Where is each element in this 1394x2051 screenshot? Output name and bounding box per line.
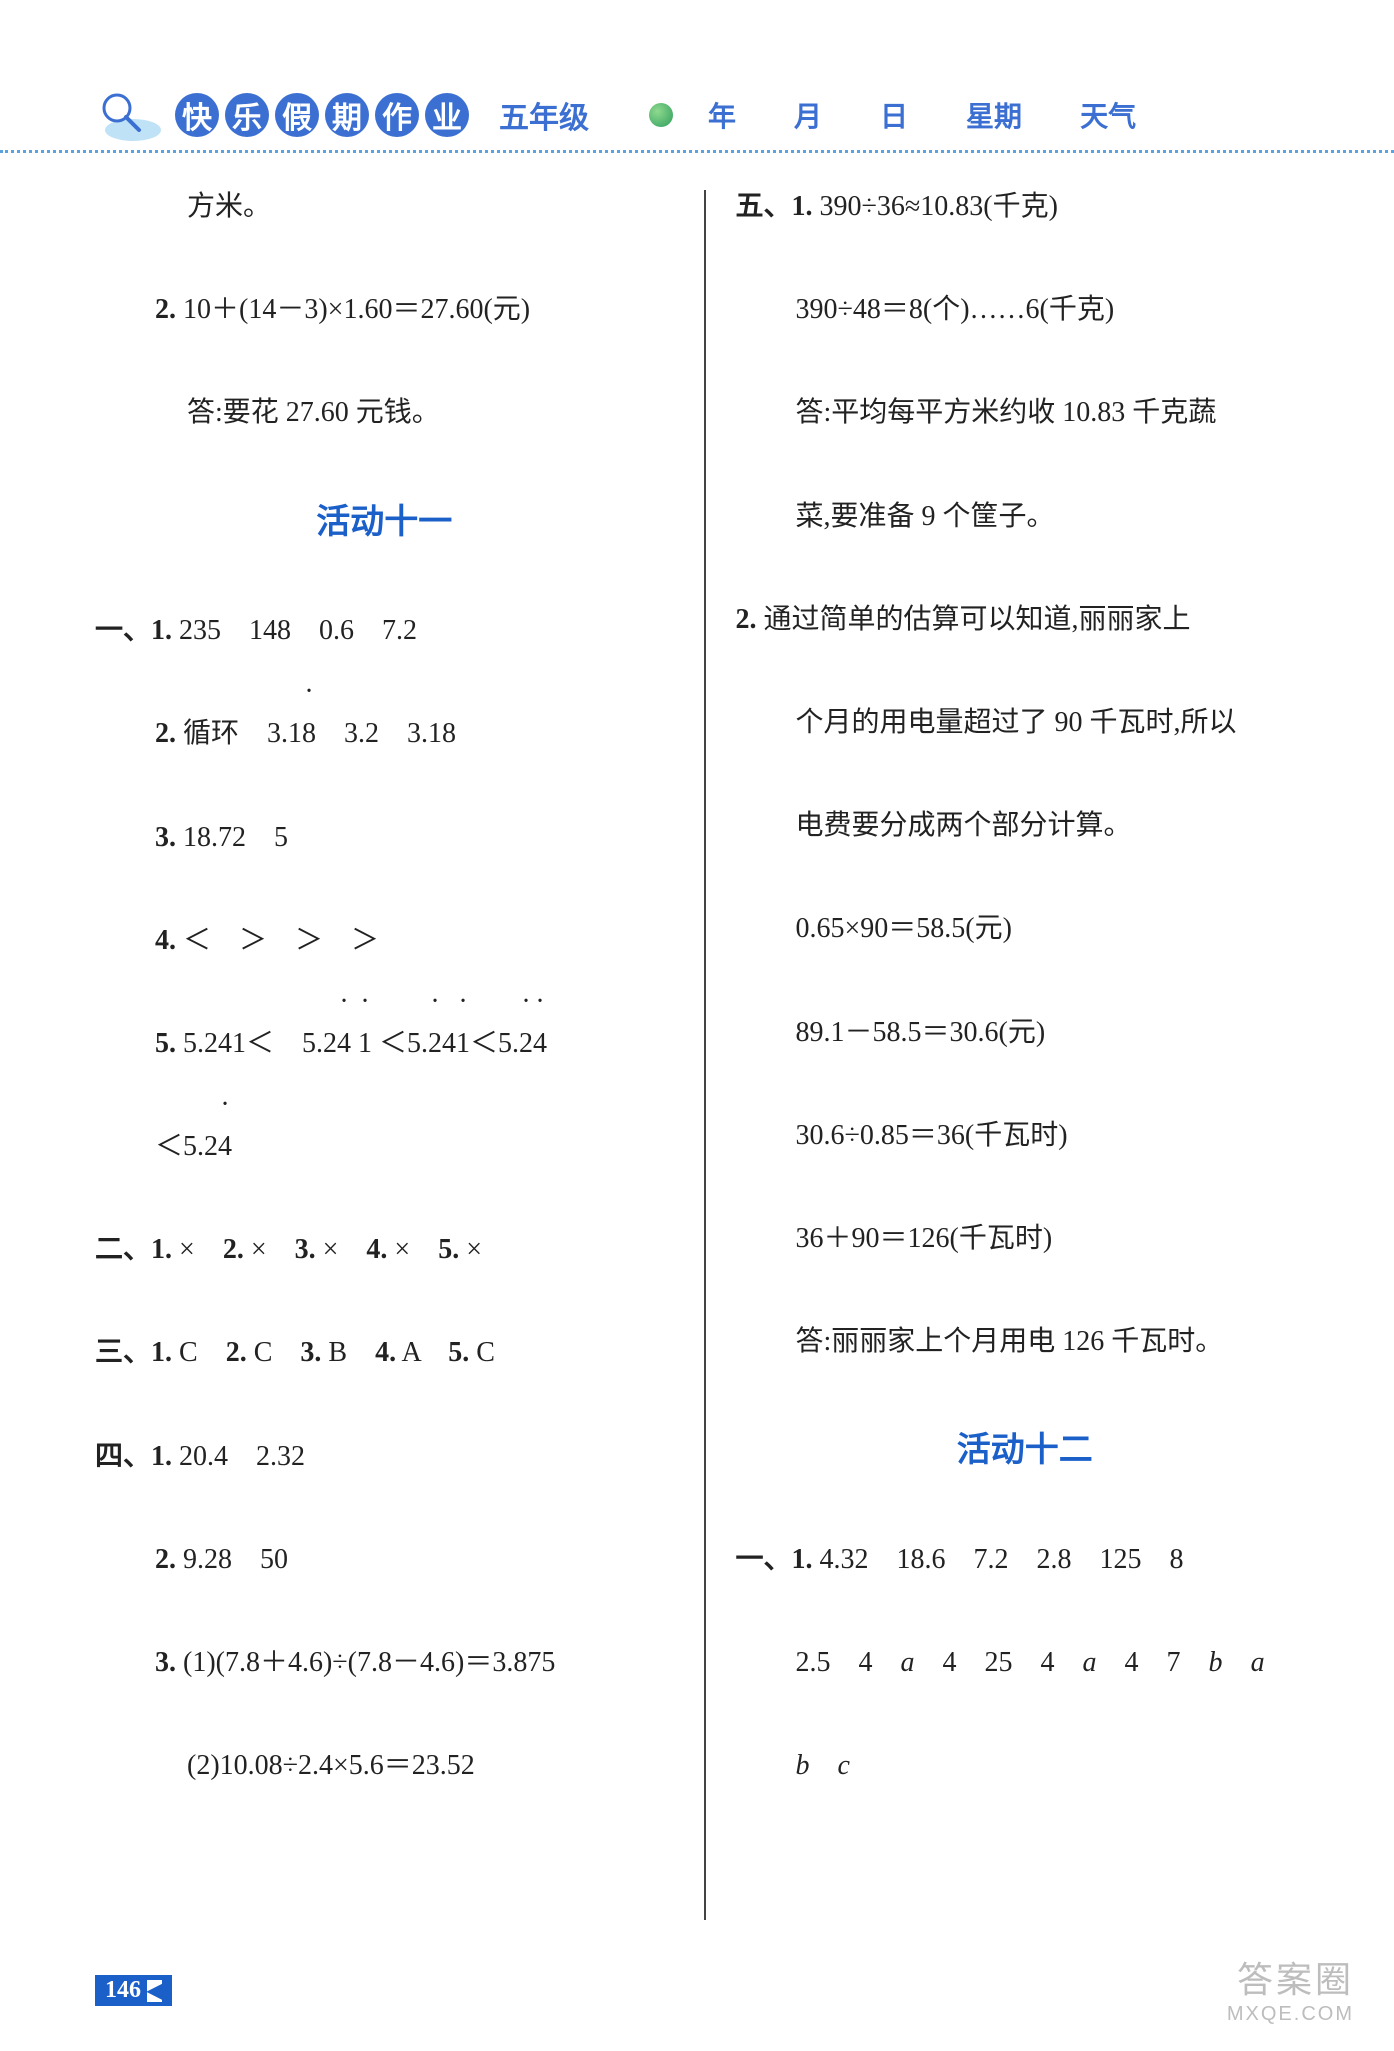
date-month-label: 月 [794, 95, 822, 135]
section-12-title: 活动十二 [736, 1418, 1315, 1483]
left-column: 方米。 2. 10＋(14－3)×1.60＝27.60(元) 答:要花 27.6… [95, 180, 704, 1961]
banner-char: 假 [275, 93, 319, 137]
text-line: 36＋90＝126(千瓦时) [736, 1212, 1315, 1265]
text-line: 89.1－58.5＝30.6(元) [736, 1006, 1315, 1059]
text-line: 3. 18.72 5 [95, 811, 674, 864]
content-area: 方米。 2. 10＋(14－3)×1.60＝27.60(元) 答:要花 27.6… [95, 180, 1334, 1961]
item-number: 三、1. [95, 1337, 172, 1368]
answer-line: 答:要花 27.60 元钱。 [95, 386, 674, 439]
date-day-label: 日 [880, 95, 908, 135]
header-divider [0, 150, 1394, 153]
watermark: 答案圈 MXQE.COM [1227, 1951, 1354, 2026]
item-number: 3. [155, 822, 176, 853]
item-number: 5. [155, 1028, 176, 1059]
date-weather-label: 天气 [1080, 95, 1136, 135]
text-line: b c [736, 1739, 1315, 1792]
text-line: 2. 10＋(14－3)×1.60＝27.60(元) [95, 283, 674, 336]
text-line: 四、1. 20.4 2.32 [95, 1430, 674, 1483]
text-line: 3. (1)(7.8＋4.6)÷(7.8－4.6)＝3.875 [95, 1636, 674, 1689]
text-line: 五、1. 390÷36≈10.83(千克) [736, 180, 1315, 233]
answer-values: 2.5 4 a 4 25 4 a 4 7 b a [796, 1647, 1265, 1678]
text-line: 二、1. × 2. × 3. × 4. × 5. × [95, 1223, 674, 1276]
item-number: 2. [736, 604, 757, 635]
page-number: 146 [95, 1975, 172, 2006]
item-number: 2. [155, 1544, 176, 1575]
inequality-cont: ＜5.24 [155, 1131, 232, 1162]
answer-values: ＜ ＞ ＞ ＞ [183, 925, 379, 956]
banner-char: 快 [175, 93, 219, 137]
answer-part: 循环 3.1 [183, 718, 302, 749]
answer-values: 9.28 50 [183, 1544, 288, 1575]
text-line: 一、1. 235 148 0.6 7.2 [95, 604, 674, 657]
text-line: 个月的用电量超过了 90 千瓦时,所以 [736, 696, 1315, 749]
answer-values: 4.32 18.6 7.2 2.8 125 8 [820, 1544, 1184, 1575]
text-line: 2. 通过简单的估算可以知道,丽丽家上 [736, 593, 1315, 646]
grade-label: 五年级 [499, 93, 589, 137]
answer-values: 18.72 5 [183, 822, 288, 853]
page-header: 快 乐 假 期 作 业 五年级 年 月 日 星期 天气 [95, 85, 1354, 145]
green-dot-icon [649, 103, 673, 127]
item-number: 五、1. [736, 191, 813, 222]
recurring-digit: 8 [302, 707, 316, 760]
text-line: 5. 5.241＜ 5.24 1 ＜5.241＜5.24 [95, 1017, 674, 1070]
banner-char: 作 [375, 93, 419, 137]
inequality-chain: 5.241＜ 5.24 1 ＜5.241＜5.24 [183, 1028, 547, 1059]
answer-values: 235 148 0.6 7.2 [179, 615, 417, 646]
text-line: 菜,要准备 9 个筐子。 [736, 490, 1315, 543]
text-line: 2. 循环 3.18 3.2 3.18 [95, 707, 674, 760]
text-line: 2.5 4 a 4 25 4 a 4 7 b a [736, 1636, 1315, 1689]
equation: 390÷36≈10.83(千克) [820, 191, 1058, 222]
text-line: 390÷48＝8(个)……6(千克) [736, 283, 1315, 336]
title-banner: 快 乐 假 期 作 业 [175, 93, 469, 137]
banner-char: 业 [425, 93, 469, 137]
text-line: 2. 9.28 50 [95, 1533, 674, 1586]
section-11-title: 活动十一 [95, 490, 674, 555]
text-line: 一、1. 4.32 18.6 7.2 2.8 125 8 [736, 1533, 1315, 1586]
item-number: 一、1. [736, 1544, 813, 1575]
equation: 10＋(14－3)×1.60＝27.60(元) [183, 294, 530, 325]
banner-char: 乐 [225, 93, 269, 137]
item-number: 四、1. [95, 1441, 172, 1472]
item-number: 2. [155, 718, 176, 749]
item-number: 3. [155, 1647, 176, 1678]
text-line: 方米。 [95, 180, 674, 233]
date-year-label: 年 [708, 95, 736, 135]
watermark-line2: MXQE.COM [1227, 2003, 1354, 2026]
right-column: 五、1. 390÷36≈10.83(千克) 390÷48＝8(个)……6(千克)… [706, 180, 1335, 1961]
date-weekday-label: 星期 [966, 95, 1022, 135]
text-line: 30.6÷0.85＝36(千瓦时) [736, 1109, 1315, 1162]
date-fields: 年 月 日 星期 天气 [708, 95, 1136, 135]
text-line: 电费要分成两个部分计算。 [736, 799, 1315, 852]
equation: (1)(7.8＋4.6)÷(7.8－4.6)＝3.875 [183, 1647, 555, 1678]
text-line: 4. ＜ ＞ ＞ ＞ [95, 914, 674, 967]
item-number: 一、1. [95, 615, 172, 646]
answer-values: C 2. C 3. B 4. A 5. C [179, 1337, 495, 1368]
text-line: ＜5.24 [95, 1120, 674, 1173]
item-number: 4. [155, 925, 176, 956]
watermark-line1: 答案圈 [1227, 1951, 1354, 2003]
answer-values: 20.4 2.32 [179, 1441, 305, 1472]
banner-char: 期 [325, 93, 369, 137]
text-line: 三、1. C 2. C 3. B 4. A 5. C [95, 1326, 674, 1379]
item-number: 2. [155, 294, 176, 325]
header-icon [95, 88, 165, 143]
answer-values: b c [796, 1750, 850, 1781]
item-number: 二、1. [95, 1234, 172, 1265]
text-line: 答:丽丽家上个月用电 126 千瓦时。 [736, 1315, 1315, 1368]
text-line: 答:平均每平方米约收 10.83 千克蔬 [736, 386, 1315, 439]
text-line: 0.65×90＝58.5(元) [736, 902, 1315, 955]
explanation: 通过简单的估算可以知道,丽丽家上 [764, 604, 1191, 635]
answer-values: × 2. × 3. × 4. × 5. × [179, 1234, 482, 1265]
answer-part: 3.2 3.18 [316, 718, 456, 749]
text-line: (2)10.08÷2.4×5.6＝23.52 [95, 1739, 674, 1792]
